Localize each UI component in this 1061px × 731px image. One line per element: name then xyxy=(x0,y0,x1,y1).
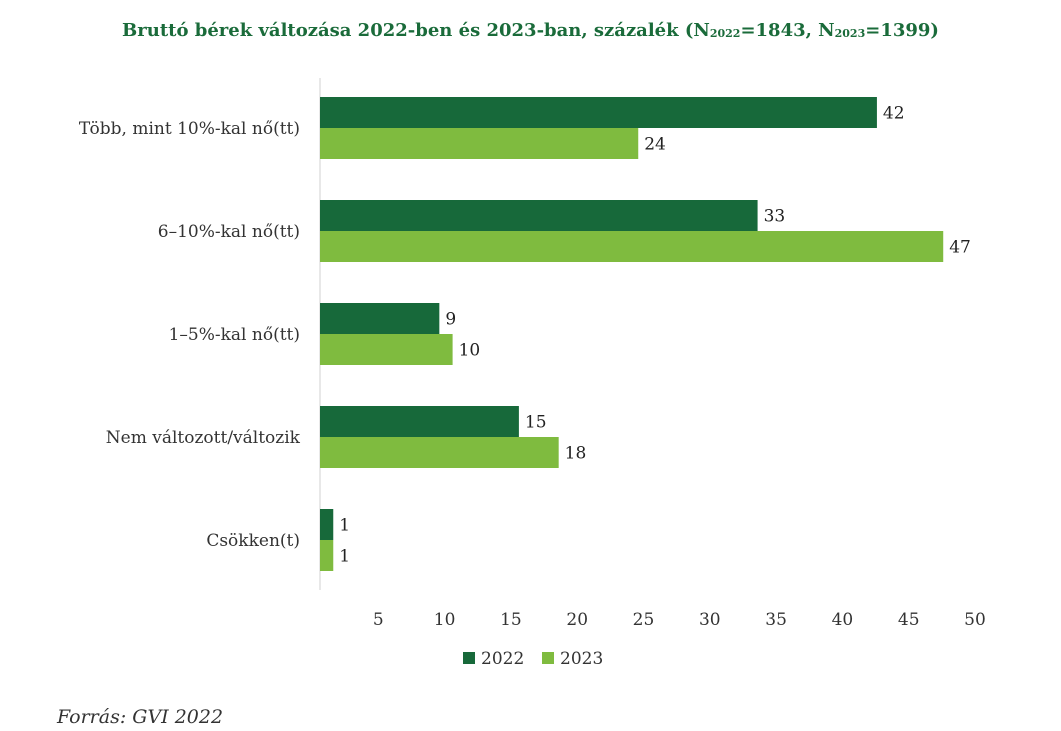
x-tick-label: 30 xyxy=(699,610,721,630)
data-label: 18 xyxy=(565,444,587,464)
data-label: 24 xyxy=(644,135,666,155)
bar-2023 xyxy=(320,231,944,262)
data-label: 1 xyxy=(339,547,350,567)
x-tick-label: 40 xyxy=(832,610,854,630)
legend-swatch-2022 xyxy=(463,652,475,664)
category-label: Nem változott/változik xyxy=(106,428,301,448)
x-tick-label: 10 xyxy=(434,610,456,630)
bar-2022 xyxy=(320,303,440,334)
bar-2022 xyxy=(320,406,519,437)
chart-title: Bruttó bérek változása 2022-ben és 2023-… xyxy=(122,20,939,41)
x-tick-label: 15 xyxy=(500,610,522,630)
bar-2023 xyxy=(320,334,453,365)
data-label: 9 xyxy=(445,310,456,330)
legend-label: 2023 xyxy=(560,649,603,669)
category-label: Több, mint 10%-kal nő(tt) xyxy=(79,119,300,139)
bar-2023 xyxy=(320,437,559,468)
x-tick-label: 45 xyxy=(898,610,920,630)
source-note: Forrás: GVI 2022 xyxy=(57,706,224,728)
x-tick-label: 35 xyxy=(765,610,787,630)
data-label: 15 xyxy=(525,413,547,433)
category-label: 6–10%-kal nő(tt) xyxy=(158,222,300,242)
data-label: 10 xyxy=(459,341,481,361)
data-label: 47 xyxy=(949,238,971,258)
x-tick-label: 20 xyxy=(566,610,588,630)
data-label: 1 xyxy=(339,516,350,536)
category-label: 1–5%-kal nő(tt) xyxy=(169,325,300,345)
category-label: Csökken(t) xyxy=(206,531,300,551)
x-tick-label: 25 xyxy=(633,610,655,630)
bar-2022 xyxy=(320,509,334,540)
bar-2022 xyxy=(320,200,758,231)
x-tick-label: 5 xyxy=(373,610,384,630)
bar-2023 xyxy=(320,540,334,571)
bar-chart: Több, mint 10%-kal nő(tt) 42 24 6–10%-kal n… xyxy=(79,78,986,669)
bar-2022 xyxy=(320,97,877,128)
legend-swatch-2023 xyxy=(542,652,554,664)
data-label: 33 xyxy=(764,207,786,227)
data-label: 42 xyxy=(883,104,905,124)
x-tick-label: 50 xyxy=(964,610,986,630)
bar-2023 xyxy=(320,128,639,159)
legend-label: 2022 xyxy=(481,649,524,669)
